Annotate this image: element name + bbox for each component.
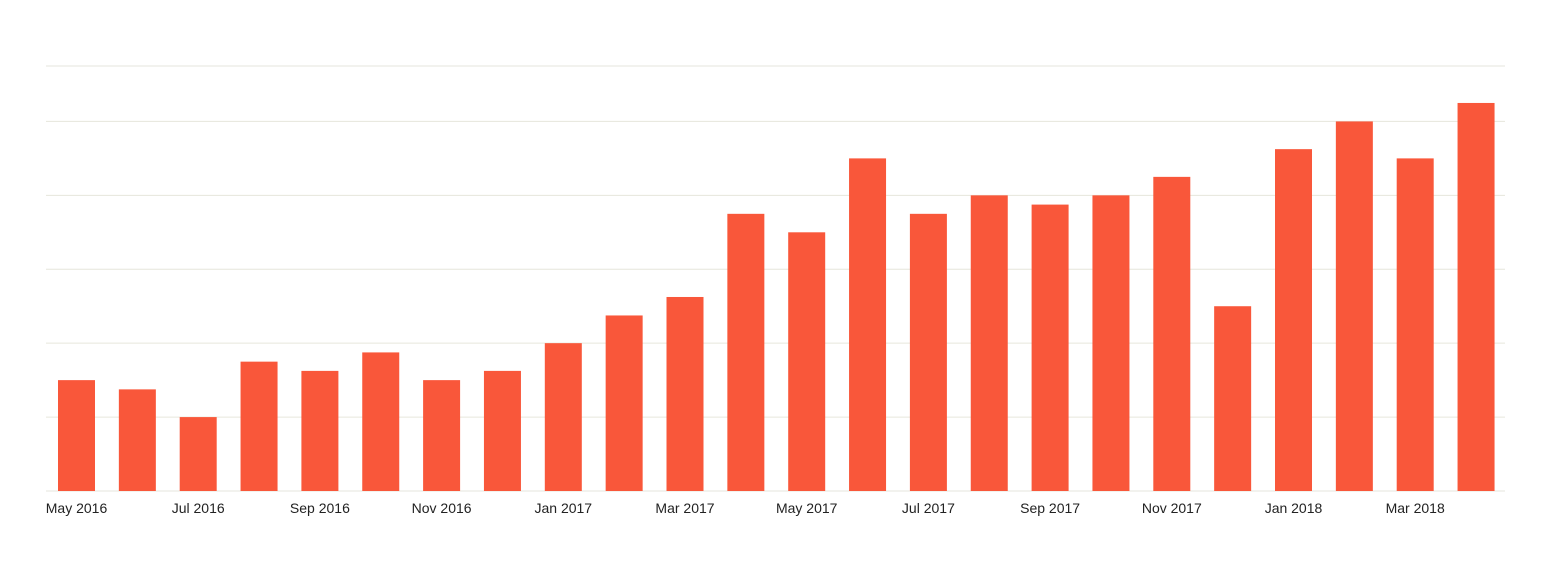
bar-jul-2016[interactable] — [179, 417, 217, 491]
bar-oct-2017[interactable] — [1092, 195, 1130, 491]
bar-apr-2017[interactable] — [727, 213, 765, 491]
x-tick-label: Sep 2016 — [290, 500, 350, 516]
bar-oct-2016[interactable] — [362, 352, 400, 491]
bar-nov-2017[interactable] — [1153, 176, 1191, 491]
x-tick-label: May 2017 — [776, 500, 838, 516]
bar-jan-2017[interactable] — [544, 343, 582, 491]
x-tick-label: Mar 2017 — [655, 500, 714, 516]
x-axis-ticks: May 2016 Jul 2016 Sep 2016 Nov 2016 Jan 2017… — [46, 500, 1445, 516]
bar-jan-2018[interactable] — [1275, 149, 1312, 491]
bar-may-2016[interactable] — [58, 380, 95, 491]
bar-mar-2018[interactable] — [1396, 158, 1434, 491]
bar-dec-2017[interactable] — [1214, 306, 1252, 491]
bar-feb-2017[interactable] — [605, 315, 643, 491]
bar-feb-2018[interactable] — [1335, 121, 1373, 492]
x-tick-label: Nov 2017 — [1142, 500, 1202, 516]
bar-dec-2016[interactable] — [483, 370, 521, 491]
x-tick-label: Jul 2017 — [902, 500, 955, 516]
gridlines — [46, 65, 1505, 492]
bar-mar-2017[interactable] — [666, 296, 704, 491]
bar-nov-2016[interactable] — [423, 380, 461, 491]
bar-jun-2016[interactable] — [118, 389, 156, 491]
x-tick-label: Jan 2017 — [534, 500, 592, 516]
bar-sep-2017[interactable] — [1031, 204, 1069, 491]
x-tick-label: Jan 2018 — [1265, 500, 1323, 516]
x-tick-label: Jul 2016 — [172, 500, 225, 516]
bar-jul-2017[interactable] — [909, 213, 947, 491]
bar-sep-2016[interactable] — [301, 370, 339, 491]
x-tick-label: Nov 2016 — [412, 500, 472, 516]
x-tick-label: May 2016 — [46, 500, 108, 516]
x-tick-label: Mar 2018 — [1386, 500, 1445, 516]
bar-jun-2017[interactable] — [849, 158, 887, 491]
bars — [58, 102, 1495, 492]
bar-apr-2018[interactable] — [1457, 102, 1495, 492]
x-tick-label: Sep 2017 — [1020, 500, 1080, 516]
bar-aug-2016[interactable] — [240, 361, 278, 491]
bar-may-2017[interactable] — [788, 232, 826, 492]
bar-aug-2017[interactable] — [970, 195, 1008, 491]
